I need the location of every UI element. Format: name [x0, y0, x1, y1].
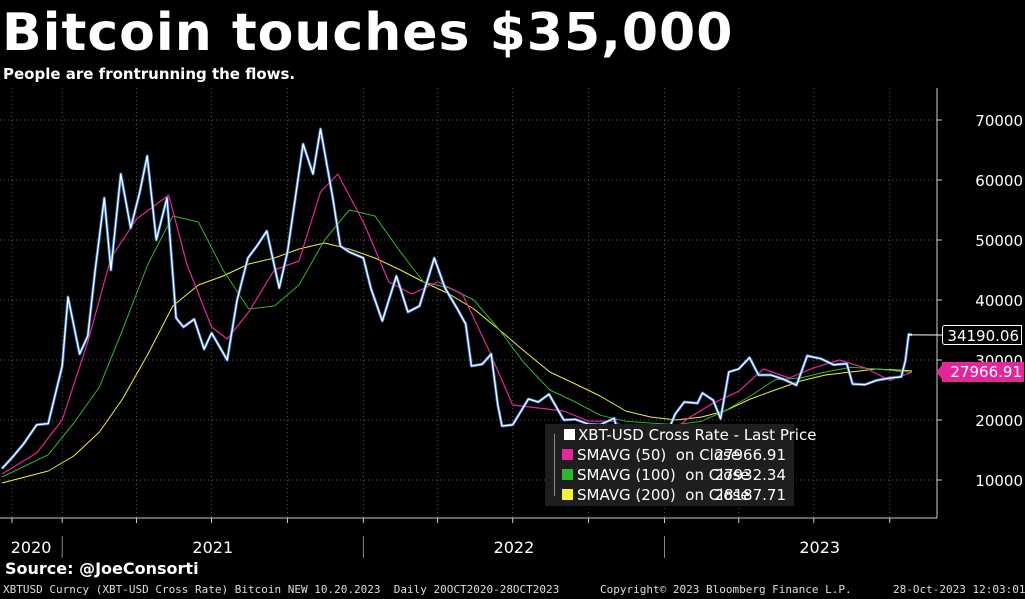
legend-label-sma100: SMAVG (100) on Close	[577, 466, 750, 484]
y-tick-label: 40000	[975, 292, 1023, 310]
series-price-line	[1, 128, 913, 470]
legend-swatch-price	[564, 429, 575, 440]
y-tick-label: 60000	[975, 172, 1023, 190]
sma50-label-pointer	[936, 364, 943, 380]
footer-copyright: Copyright© 2023 Bloomberg Finance L.P.	[600, 583, 852, 596]
legend-value-sma100: 27932.34	[714, 466, 786, 484]
y-tick-label: 10000	[975, 472, 1023, 490]
legend-label-price: XBT-USD Cross Rate - Last Price	[578, 426, 817, 444]
footer-ticker-info: XBTUSD Curncy (XBT-USD Cross Rate) Bitco…	[3, 583, 560, 596]
chart-title: Bitcoin touches $35,000	[2, 3, 734, 63]
sma50-price-label: 27966.91	[942, 362, 1024, 382]
series-sma200-line	[1, 242, 913, 484]
y-tick-label: 50000	[975, 232, 1023, 250]
chart-subtitle: People are frontrunning the flows.	[3, 65, 296, 83]
x-tick-label: 2021	[192, 538, 233, 557]
y-tick-label: 70000	[975, 112, 1023, 130]
legend-swatch-sma100	[562, 469, 573, 480]
x-tick-label: 2020	[11, 538, 52, 557]
legend-swatch-sma50	[562, 449, 573, 460]
x-tick-label: 2023	[799, 538, 840, 557]
legend-label-sma50: SMAVG (50) on Close	[577, 446, 741, 464]
last-price-label: 34190.06	[942, 325, 1022, 345]
source-credit: Source: @JoeConsorti	[5, 559, 199, 578]
legend-item-sma50: SMAVG (50) on Close 27966.91	[545, 445, 794, 465]
legend-item-price: XBT-USD Cross Rate - Last Price	[545, 425, 816, 445]
series-sma50-line	[1, 173, 913, 475]
legend-label-sma200: SMAVG (200) on Close	[577, 486, 750, 504]
footer-timestamp: 28-Oct-2023 12:03:01	[893, 583, 1025, 596]
legend-tree-line	[554, 434, 555, 496]
legend-item-sma200: SMAVG (200) on Close 28187.71	[545, 485, 794, 505]
chart-gridlines	[0, 88, 937, 518]
legend-value-sma200: 28187.71	[714, 486, 786, 504]
chart-series	[0, 127, 913, 484]
legend-swatch-sma200	[562, 489, 573, 500]
x-tick-label: 2022	[494, 538, 535, 557]
legend-value-sma50: 27966.91	[714, 446, 786, 464]
y-tick-label: 20000	[975, 412, 1023, 430]
legend-item-sma100: SMAVG (100) on Close 27932.34	[545, 465, 794, 485]
chart-legend: XBT-USD Cross Rate - Last Price SMAVG (5…	[545, 424, 816, 506]
